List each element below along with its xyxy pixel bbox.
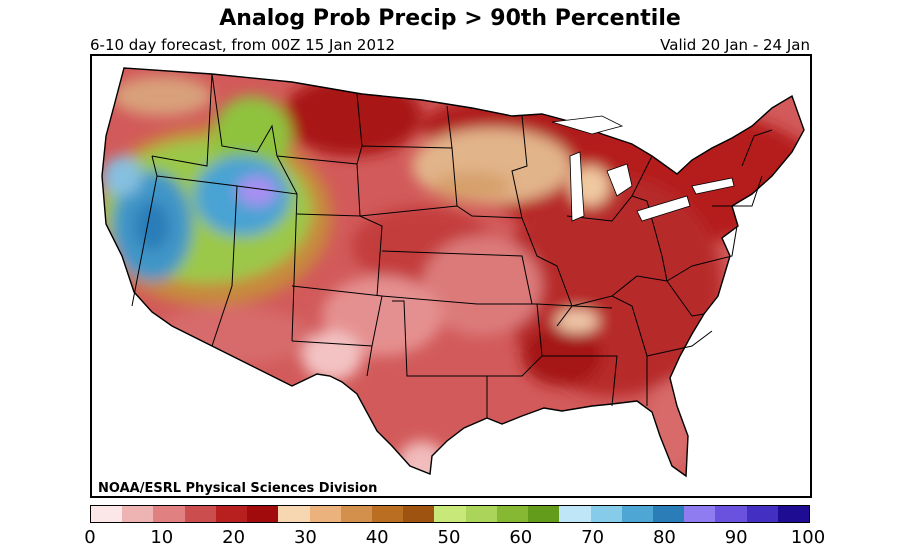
colorbar-segment [652,506,685,522]
colorbar-tick-label: 70 [581,527,605,548]
colorbar-segment [528,506,560,522]
colorbar-segment [122,506,154,522]
great-lakes [551,115,735,222]
colorbar-segment [184,506,216,522]
colorbar-segment [434,506,466,522]
colorbar-tick-label: 50 [437,527,461,548]
colorbar-segment [153,506,185,522]
colorbar-segment [746,506,778,522]
colorbar-segment [215,506,248,522]
colorbar-segment [91,506,123,522]
colorbar-tick-label: 10 [150,527,174,548]
colorbar-segment [621,506,653,522]
colorbar-segment [777,506,810,522]
colorbar-tick-label: 40 [365,527,389,548]
forecast-subtitle: 6-10 day forecast, from 00Z 15 Jan 2012 [90,36,396,54]
us-map: NOAA/ESRL Physical Sciences Division [98,67,805,496]
state-boundaries [101,67,805,477]
colorbar-tick-label: 60 [509,527,533,548]
colorbar-segment [465,506,497,522]
colorbar-segment [247,506,279,522]
colorbar-segment [278,506,310,522]
colorbar-segment [403,506,435,522]
colorbar-segment [496,506,529,522]
colorbar [90,505,810,523]
map-frame: NOAA/ESRL Physical Sciences Division [90,54,812,498]
map-credit: NOAA/ESRL Physical Sciences Division [98,481,377,496]
colorbar-segment [684,506,716,522]
colorbar-segment [590,506,622,522]
probability-field [102,68,804,476]
colorbar-ticks: 0 10 20 30 40 50 60 70 80 90 100 [0,527,900,549]
colorbar-tick-label: 90 [724,527,748,548]
colorbar-tick-label: 100 [790,527,826,548]
colorbar-tick-label: 80 [652,527,676,548]
colorbar-segment [715,506,747,522]
colorbar-tick-label: 30 [293,527,317,548]
colorbar-segment [340,506,372,522]
colorbar-segment [371,506,404,522]
colorbar-tick-label: 0 [84,527,96,548]
map-title: Analog Prob Precip > 90th Percentile [219,6,681,31]
colorbar-segment [309,506,341,522]
colorbar-segment [559,506,591,522]
valid-dates-subtitle: Valid 20 Jan - 24 Jan [660,36,810,54]
colorbar-tick-label: 20 [222,527,246,548]
